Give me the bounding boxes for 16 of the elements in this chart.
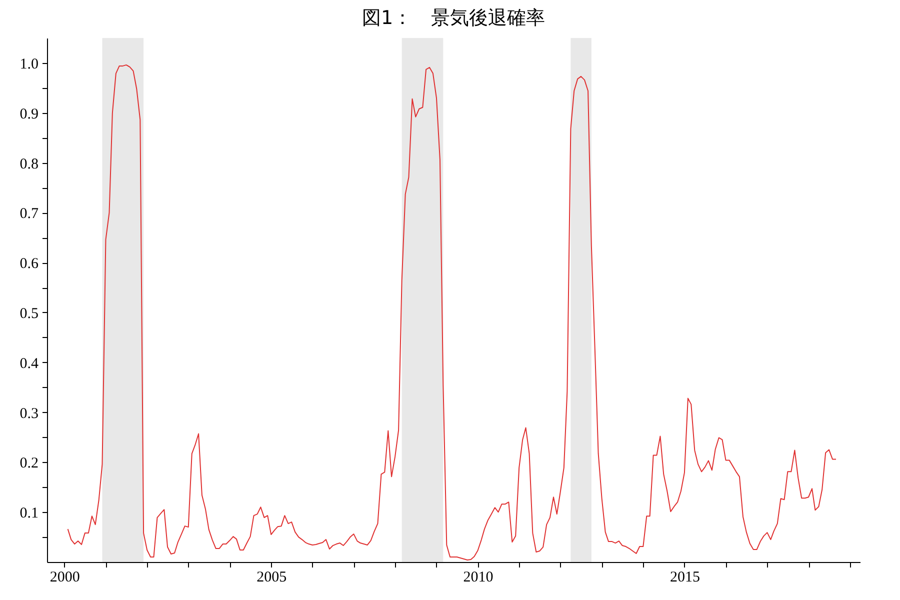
y-tick-label: 0.9: [20, 106, 38, 122]
y-tick-label: 0.7: [20, 206, 39, 222]
x-tick-label: 2010: [463, 570, 494, 586]
y-tick-label: 0.1: [20, 506, 38, 522]
y-tick-label: 0.3: [20, 406, 38, 422]
x-tick-label: 2015: [670, 570, 700, 586]
chart-title: 図1： 景気後退確率: [362, 7, 546, 29]
line-series: [67, 64, 837, 561]
y-tick-label: 0.8: [20, 156, 38, 172]
y-tick-label: 0.5: [20, 306, 38, 322]
x-tick-label: 2005: [256, 570, 287, 586]
y-tick-label: 0.4: [20, 356, 39, 372]
y-tick-label: 1.0: [20, 56, 38, 72]
y-tick-label: 0.2: [20, 456, 38, 472]
y-tick-label: 0.6: [20, 256, 39, 272]
x-tick-label: 2000: [50, 570, 80, 586]
